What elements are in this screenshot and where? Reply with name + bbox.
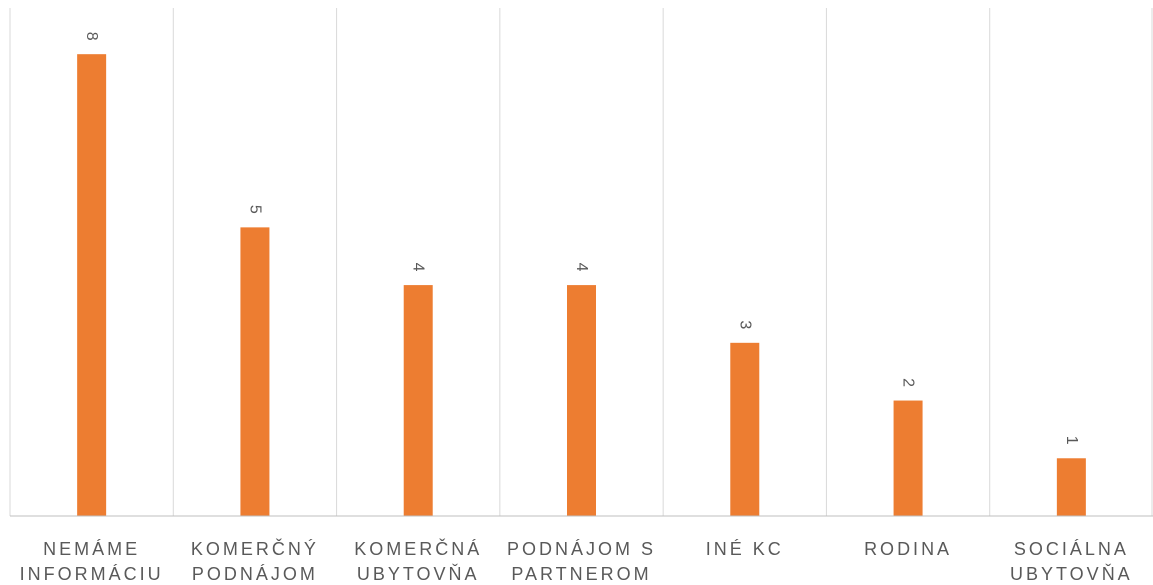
bar <box>240 227 270 516</box>
category-label: RODINA <box>864 539 952 559</box>
category-label: INÉ KC <box>706 539 784 559</box>
category-label: KOMERČNÁ <box>354 538 482 559</box>
bar <box>567 285 596 516</box>
bar <box>730 342 760 516</box>
data-label: 3 <box>736 320 753 329</box>
bar <box>893 400 923 516</box>
bar <box>77 54 107 516</box>
category-label: PODNÁJOM <box>192 564 318 584</box>
data-label: 8 <box>83 32 100 41</box>
category-label: KOMERČNÝ <box>191 538 319 559</box>
data-label: 1 <box>1063 436 1080 445</box>
bar <box>403 285 433 516</box>
category-label: SOCIÁLNA <box>1014 539 1129 559</box>
data-label: 2 <box>900 378 917 387</box>
bar <box>1056 458 1086 516</box>
data-label: 4 <box>573 263 590 272</box>
category-label: PODNÁJOM S <box>507 539 656 559</box>
data-label: 4 <box>410 263 427 272</box>
category-label: PARTNEROM <box>511 564 651 584</box>
category-label: NEMÁME <box>43 539 140 559</box>
category-label: UBYTOVŇA <box>1010 564 1133 584</box>
data-label: 5 <box>246 205 263 214</box>
category-label: INFORMÁCIU <box>20 564 164 584</box>
category-label: UBYTOVŇA <box>357 564 480 584</box>
